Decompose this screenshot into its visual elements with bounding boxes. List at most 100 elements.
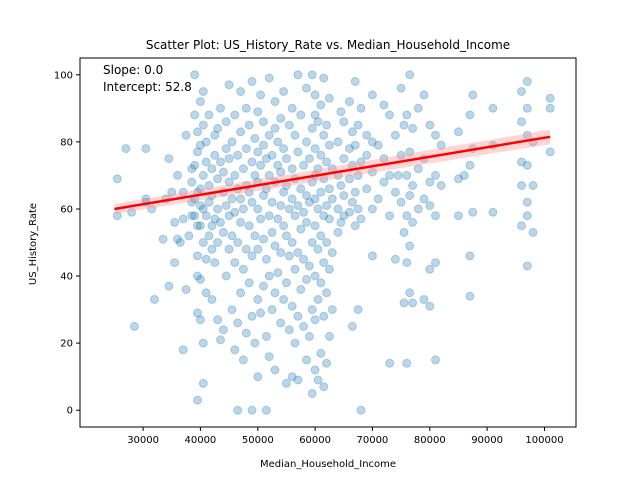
data-point xyxy=(316,187,326,197)
data-point xyxy=(224,177,234,187)
data-point xyxy=(304,261,314,271)
data-point xyxy=(121,144,131,154)
data-point xyxy=(405,191,415,200)
data-point xyxy=(193,251,202,261)
data-point xyxy=(256,160,266,170)
data-point xyxy=(302,137,311,147)
data-point xyxy=(204,110,214,120)
data-point xyxy=(253,147,263,157)
data-point xyxy=(324,140,334,150)
data-point xyxy=(210,130,220,140)
data-point xyxy=(167,187,177,197)
data-point xyxy=(405,147,415,157)
data-point xyxy=(390,187,400,197)
data-point xyxy=(244,187,254,197)
data-point xyxy=(218,325,228,335)
data-point xyxy=(279,187,289,197)
data-point xyxy=(367,137,377,147)
data-point xyxy=(459,170,469,180)
data-point xyxy=(465,291,475,301)
data-point xyxy=(210,258,220,268)
data-point xyxy=(187,164,197,174)
data-point xyxy=(221,201,231,211)
data-point xyxy=(195,97,205,107)
data-point xyxy=(324,264,334,274)
data-point xyxy=(230,345,240,355)
data-point xyxy=(425,264,435,274)
x-axis: 30000 40000 50000 60000 70000 80000 90000 10000… xyxy=(127,427,564,446)
data-point xyxy=(150,295,159,304)
data-point xyxy=(279,87,289,96)
points-layer xyxy=(112,70,555,415)
data-point xyxy=(224,244,234,254)
data-point xyxy=(187,197,197,207)
data-point xyxy=(284,120,294,130)
data-point xyxy=(545,93,555,103)
data-point xyxy=(362,130,372,140)
data-point xyxy=(259,191,268,200)
data-point xyxy=(250,338,260,348)
data-point xyxy=(207,164,217,174)
data-point xyxy=(227,305,237,315)
data-point xyxy=(264,170,274,180)
data-point xyxy=(287,194,297,204)
data-point xyxy=(390,130,400,140)
data-point xyxy=(198,87,208,96)
data-point xyxy=(379,154,389,164)
data-point xyxy=(350,221,360,231)
data-point xyxy=(276,318,286,328)
data-point xyxy=(465,160,475,170)
data-point xyxy=(319,73,329,83)
data-point xyxy=(347,197,357,207)
data-point xyxy=(316,231,326,241)
axes-frame xyxy=(79,57,577,428)
data-point xyxy=(324,93,334,103)
data-point xyxy=(247,77,257,86)
data-point xyxy=(290,264,300,274)
data-point xyxy=(201,254,211,264)
data-point xyxy=(279,295,289,304)
x-tick-label: 80000 xyxy=(414,435,446,446)
data-point xyxy=(207,244,217,254)
y-axis: 0 20 40 60 80 100 xyxy=(54,70,80,417)
data-point xyxy=(319,382,329,392)
data-point xyxy=(522,130,532,140)
data-point xyxy=(307,123,317,133)
data-point xyxy=(250,134,260,143)
data-point xyxy=(187,211,197,221)
data-point xyxy=(290,130,300,140)
data-point xyxy=(141,144,151,154)
data-point xyxy=(522,77,532,86)
data-point xyxy=(302,355,311,365)
data-point xyxy=(284,204,294,214)
data-point xyxy=(385,211,395,221)
regression-line xyxy=(114,135,551,211)
data-point xyxy=(313,375,323,385)
data-point xyxy=(241,244,251,254)
data-point xyxy=(316,150,326,160)
data-point xyxy=(273,214,283,224)
data-point xyxy=(402,110,412,120)
data-point xyxy=(293,147,303,157)
x-tick-label: 40000 xyxy=(184,435,216,446)
data-point xyxy=(290,211,300,221)
data-point xyxy=(273,268,283,278)
data-point xyxy=(367,204,377,214)
data-point xyxy=(284,251,294,261)
data-point xyxy=(287,238,297,247)
data-point xyxy=(281,154,291,164)
data-point xyxy=(339,154,349,164)
data-point xyxy=(405,288,415,298)
data-point xyxy=(402,170,412,180)
data-point xyxy=(396,150,406,160)
x-axis-label: Median_Household_Income xyxy=(260,459,396,470)
data-point xyxy=(353,305,363,315)
data-point xyxy=(261,154,271,164)
y-tick-label: 100 xyxy=(54,70,73,81)
data-point xyxy=(327,305,337,315)
data-point xyxy=(253,372,263,382)
data-point xyxy=(425,177,435,187)
data-point xyxy=(175,238,185,247)
data-point xyxy=(195,201,205,211)
